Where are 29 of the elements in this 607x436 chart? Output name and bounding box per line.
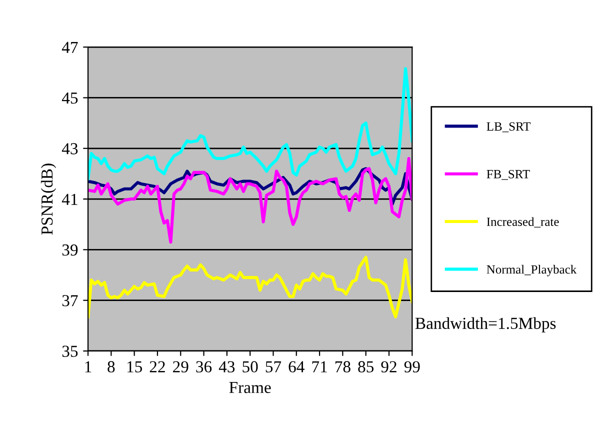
x-axis-title: Frame [229, 382, 271, 394]
legend-label: LB_SRT [486, 122, 531, 132]
text: Bandwidth=1.5Mbps [415, 317, 556, 332]
y-tick-label: 47 [62, 42, 78, 53]
x-tick-label: 78 [335, 361, 350, 372]
x-tick-label: 1 [85, 361, 92, 372]
x-tick-label: 99 [404, 361, 420, 372]
x-tick-label: 71 [312, 361, 327, 372]
x-tick-label: 64 [288, 361, 304, 372]
legend-label: Increased_rate [486, 217, 559, 228]
x-tick-label: 8 [108, 361, 115, 372]
x-tick-label: 50 [242, 361, 258, 372]
x-tick-label: 15 [127, 361, 142, 372]
y-tick-label: 35 [62, 346, 78, 357]
legend-label: Normal_Playback [486, 264, 577, 276]
x-tick-label: 57 [266, 361, 282, 372]
x-tick-label: 92 [381, 361, 396, 372]
y-tick-label: 43 [62, 143, 78, 154]
legend-label: FB_SRT [486, 170, 530, 180]
y-tick-label: 45 [62, 92, 78, 104]
x-tick-label: 29 [173, 361, 188, 372]
x-tick-label: 22 [150, 361, 165, 372]
x-tick-label: 43 [218, 361, 235, 372]
x-tick-label: 36 [196, 361, 212, 372]
x-tick-label: 85 [358, 361, 374, 372]
y-tick-label: 41 [62, 194, 78, 205]
y-axis-title: PSNR(dB) [40, 164, 56, 235]
y-tick-label: 39 [62, 244, 78, 256]
y-tick-label: 37 [62, 295, 78, 306]
